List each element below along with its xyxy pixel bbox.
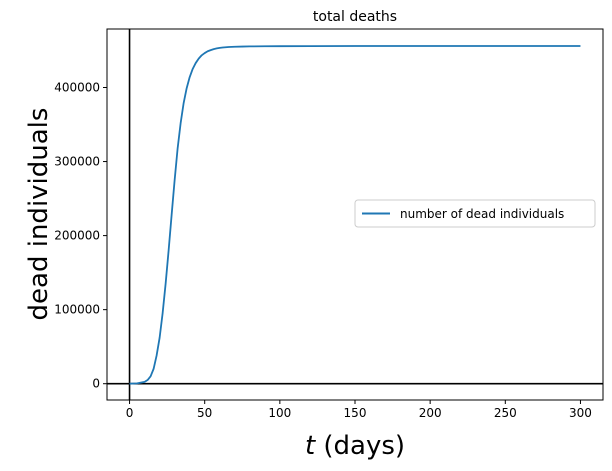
x-tick-label: 150 [344, 406, 367, 420]
x-tick-label: 250 [494, 406, 517, 420]
legend: number of dead individuals [354, 199, 596, 228]
y-tick-label: 0 [92, 377, 100, 391]
x-axis-label: t (days) [305, 431, 405, 461]
y-tick-label: 200000 [54, 229, 100, 243]
x-axis-ticks: 0 50 100 150 200 250 300 [126, 400, 592, 420]
x-axis-label-unit: (days) [315, 431, 405, 461]
x-tick-label: 0 [126, 406, 134, 420]
x-tick-label: 200 [419, 406, 442, 420]
y-tick-label: 400000 [54, 81, 100, 95]
x-tick-label: 50 [197, 406, 212, 420]
series-line [129, 45, 581, 385]
legend-series-label: number of dead individuals [400, 207, 564, 221]
plot-area [107, 29, 603, 400]
x-axis-label-variable: t [305, 431, 316, 461]
legend-box [354, 199, 596, 228]
y-axis-ticks: 0 100000 200000 300000 400000 [54, 81, 107, 391]
y-tick-label: 100000 [54, 303, 100, 317]
chart-title: total deaths [313, 9, 397, 25]
y-tick-label: 300000 [54, 155, 100, 169]
y-axis-label: dead individuals [24, 108, 54, 321]
x-tick-label: 100 [268, 406, 291, 420]
x-tick-label: 300 [569, 406, 592, 420]
